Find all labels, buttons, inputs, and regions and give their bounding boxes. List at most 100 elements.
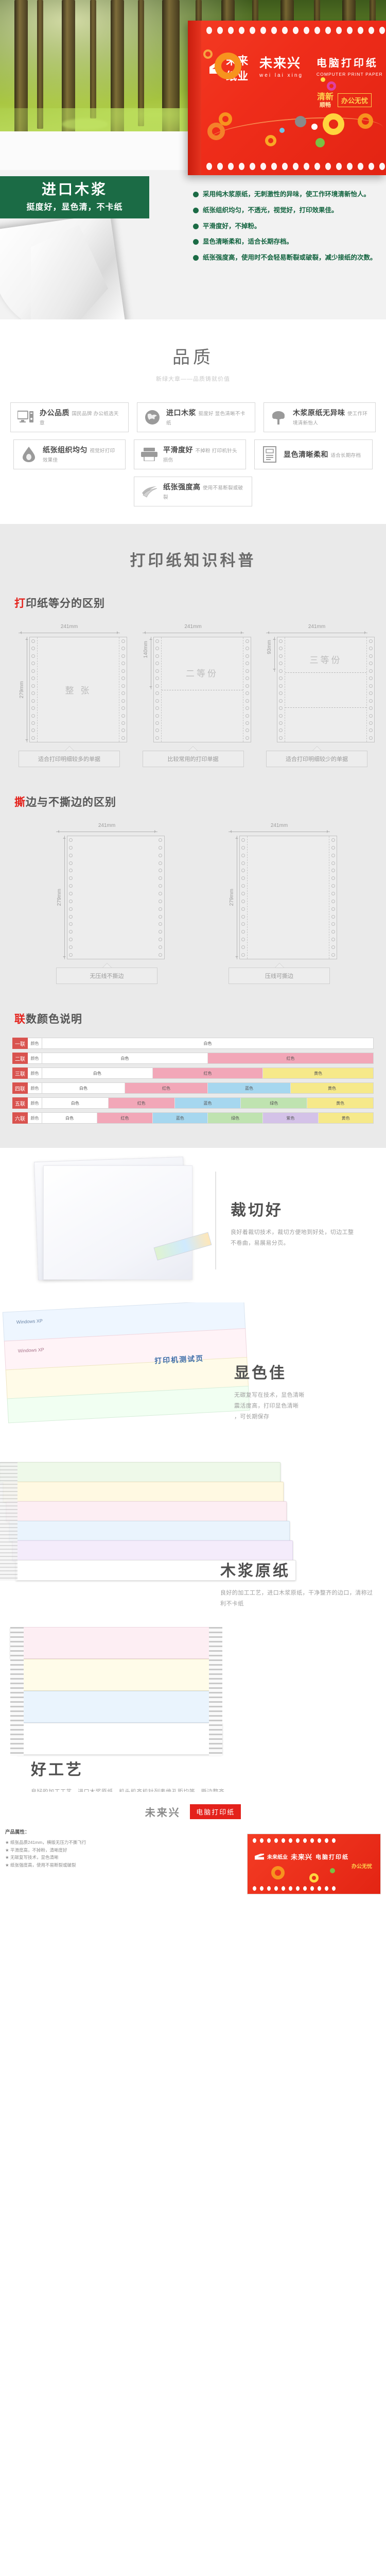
quality-subtitle: 新绿大章——品质铸就价值 bbox=[156, 376, 230, 382]
decor-bubble bbox=[203, 49, 213, 59]
caption-peak-icon bbox=[274, 963, 284, 968]
caption-text: 无压线不撕边 bbox=[56, 968, 157, 984]
quality-card: 木浆原纸无异味 使工作环境清新怡人 bbox=[264, 402, 376, 432]
dim-width: 241mm bbox=[308, 624, 326, 630]
diagram-tearable: 241mm 279mm 压线可撕边 bbox=[221, 823, 337, 984]
color-col-label: 颜色 bbox=[28, 1067, 42, 1079]
brand-pinyin: wei lai xing bbox=[259, 72, 303, 78]
slogan-prefix: 清 bbox=[317, 93, 325, 101]
list-item: 采用纯木浆原纸，无刺激性的异味，使工作环境清新怡人。 bbox=[193, 190, 378, 199]
caption-peak-icon bbox=[312, 746, 322, 751]
table-row: 一联 颜色 白色 bbox=[12, 1038, 374, 1049]
decor-bubble bbox=[311, 124, 318, 130]
sheet-label: 三等份 bbox=[309, 655, 342, 665]
perforation-strip bbox=[10, 1627, 24, 1756]
list-item: 平滑度好，不掉粉。 bbox=[193, 222, 378, 231]
color-cell: 绿色 bbox=[241, 1098, 308, 1108]
feature-title: 裁切好 bbox=[231, 1202, 283, 1219]
dim-width: 241mm bbox=[270, 823, 288, 828]
feature-title: 好工艺 bbox=[31, 1761, 83, 1778]
perforation-left bbox=[154, 637, 162, 742]
table-row: 六联 颜色 白色 红色 蓝色 绿色 紫色 黄色 bbox=[12, 1112, 374, 1124]
color-col-label: 颜色 bbox=[28, 1038, 42, 1049]
bullet-dot-icon bbox=[193, 207, 199, 213]
decor-bubble bbox=[323, 113, 344, 135]
diagram-no-tear: 241mm 279mm 无压线不撕边 bbox=[49, 823, 165, 984]
ply-label: 三联 bbox=[12, 1067, 28, 1079]
color-cell: 红色 bbox=[125, 1083, 208, 1093]
height-arrow-icon bbox=[235, 836, 239, 959]
feature-title: 木浆原纸 bbox=[220, 1563, 290, 1580]
sheet-graphic bbox=[239, 836, 337, 959]
perforation-right bbox=[329, 836, 337, 959]
hero-section: 未来纸业 未来兴 wei lai xing 电脑打印纸 COMPUTER PRI… bbox=[0, 0, 386, 319]
heading-rest: 数颜色说明 bbox=[26, 1013, 82, 1025]
feature-title: 显色佳 bbox=[234, 1365, 287, 1382]
color-cell: 黄色 bbox=[291, 1083, 373, 1093]
tree-icon bbox=[270, 409, 288, 426]
stack-icon bbox=[141, 483, 158, 500]
color-cell: 白色 bbox=[42, 1113, 98, 1123]
box-spine bbox=[188, 21, 201, 175]
footer-brand-row: 未来兴 电脑打印纸 bbox=[0, 1797, 386, 1824]
quality-card-title: 办公品质 bbox=[40, 409, 69, 417]
hero-white-strip bbox=[0, 131, 221, 170]
perforation-left bbox=[240, 836, 248, 959]
perforation-right bbox=[242, 637, 251, 742]
heading-accent: 打 bbox=[14, 598, 26, 609]
sheet-label: 整 张 bbox=[65, 686, 92, 696]
spec-line: ★ 平滑度高，不掉粉，清晰度好 bbox=[5, 1847, 67, 1853]
list-item: 显色清晰柔和，适合长期存档。 bbox=[193, 237, 378, 247]
bullet-text: 纸张组织均匀，不透光，视觉好，打印效果佳。 bbox=[203, 206, 338, 214]
diagram-two-parts: 241mm 140mm 二等份 bbox=[135, 624, 251, 767]
document-icon bbox=[261, 446, 278, 463]
width-arrow-icon bbox=[19, 631, 120, 635]
color-bar: 白色 红色 黄色 bbox=[42, 1067, 374, 1079]
decor-bubble bbox=[207, 123, 225, 140]
dim-height: 279mm bbox=[229, 889, 235, 906]
footer-brand-name: 未来兴 bbox=[145, 1807, 181, 1819]
perforation-left bbox=[277, 637, 285, 742]
quality-card: 显色清晰柔和 适合长期存档 bbox=[254, 439, 373, 469]
color-cell: 红色 bbox=[97, 1113, 153, 1123]
quality-card: 纸张组织均匀 视觉好打印效果佳 bbox=[13, 439, 126, 469]
diagram-caption: 无压线不撕边 bbox=[56, 963, 157, 984]
bullet-dot-icon bbox=[193, 192, 199, 197]
monitor-icon bbox=[17, 409, 34, 426]
sheet-graphic: 二等份 bbox=[153, 637, 251, 742]
footer-brand: 未来兴 bbox=[291, 1853, 313, 1861]
height-arrow-icon bbox=[272, 637, 277, 672]
caption-text: 压线可撕边 bbox=[229, 968, 330, 984]
feature-desc: 良好的加工工艺，进口木浆原纸，干净整齐的边口，清称过利不卡纸 bbox=[220, 1590, 373, 1607]
diagram-caption: 适合打印明细较多的单据 bbox=[19, 746, 120, 767]
width-arrow-icon bbox=[266, 631, 367, 635]
perforation-right bbox=[366, 637, 374, 742]
decor-bubble bbox=[279, 128, 285, 133]
globe-icon bbox=[144, 409, 161, 426]
color-col-label: 颜色 bbox=[28, 1053, 42, 1064]
quality-card-sub: 使用不易断裂或破裂 bbox=[163, 485, 243, 500]
bullet-text: 显色清晰柔和，适合长期存档。 bbox=[203, 238, 293, 246]
dim-width: 241mm bbox=[60, 624, 78, 630]
color-cell: 蓝色 bbox=[174, 1098, 241, 1108]
dim-width: 241mm bbox=[98, 823, 116, 828]
color-col-label: 颜色 bbox=[28, 1097, 42, 1109]
droplet-icon bbox=[20, 446, 38, 463]
company-logo-icon bbox=[255, 1853, 264, 1860]
slogan-right: 办公无忧 bbox=[337, 93, 372, 108]
heading-rest: 边与不撕边的区别 bbox=[26, 796, 116, 808]
ply-label: 六联 bbox=[12, 1112, 28, 1124]
feature-section-cutting: 裁切好 良好着裁切技术，裁切方便地到好处，切边工整不卷曲，易展易分页。 bbox=[0, 1148, 386, 1302]
spec-line: ★ 纸张品质241mm，横版无压力不撕飞行 bbox=[5, 1839, 86, 1845]
color-bar: 白色 红色 蓝色 绿色 黄色 bbox=[42, 1097, 374, 1109]
height-arrow-icon bbox=[149, 637, 153, 689]
caption-peak-icon bbox=[64, 746, 74, 751]
bullet-text: 平滑度好，不掉粉。 bbox=[203, 222, 261, 230]
equal-parts-diagrams: 241mm 279mm 整 张 bbox=[0, 611, 386, 767]
footer-company-name: 未来纸业 bbox=[267, 1855, 288, 1860]
color-cell: 黄色 bbox=[263, 1068, 374, 1078]
color-cell: 绿色 bbox=[207, 1113, 264, 1123]
footer-section: 未来兴 电脑打印纸 产品属性： ★ 纸张品质241mm，横版无压力不撕飞行 ★ … bbox=[0, 1792, 386, 1902]
width-arrow-icon bbox=[56, 829, 157, 834]
quality-card: 平滑度好 不掉粉 打印机针头损伤 bbox=[134, 439, 246, 469]
